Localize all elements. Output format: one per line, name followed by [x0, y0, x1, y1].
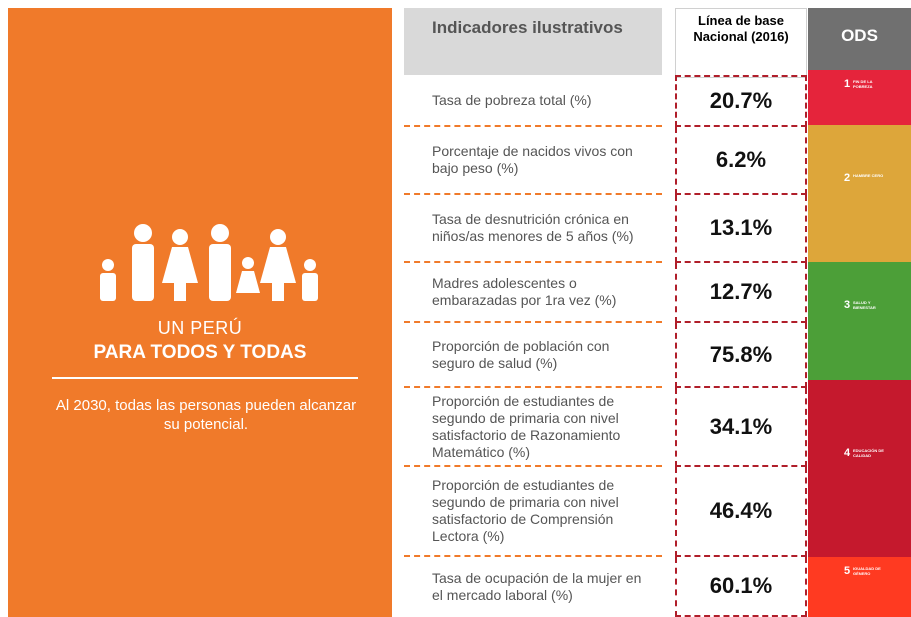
panel-subtitle: Al 2030, todas las personas pueden alcan…	[48, 396, 364, 434]
orange-panel: UN PERÚ PARA TODOS Y TODAS Al 2030, toda…	[8, 8, 392, 617]
baseline-value: 75.8%	[675, 323, 807, 388]
ods-number: 4	[844, 447, 850, 459]
indicator-cell: Porcentaje de nacidos vivos con bajo pes…	[404, 127, 662, 195]
indicator-cell: Tasa de pobreza total (%)	[404, 75, 662, 127]
baseline-value: 46.4%	[675, 467, 807, 557]
baseline-value: 13.1%	[675, 195, 807, 263]
baseline-value: 6.2%	[675, 127, 807, 195]
indicator-cell: Proporción de estudiantes de segundo de …	[404, 467, 662, 557]
ods-number: 5	[844, 565, 850, 577]
ods-label: FIN DE LA POBREZA	[853, 79, 885, 89]
ods-number: 2	[844, 172, 850, 184]
indicator-cell: Proporción de estudiantes de segundo de …	[404, 388, 662, 467]
indicator-cell: Tasa de ocupación de la mujer en el merc…	[404, 557, 662, 617]
indicator-cell: Proporción de población con seguro de sa…	[404, 323, 662, 388]
header-ods: ODS	[808, 8, 911, 70]
header-baseline: Línea de base Nacional (2016)	[675, 8, 807, 78]
baseline-value: 34.1%	[675, 388, 807, 467]
ods-number: 3	[844, 299, 850, 311]
ods-label: HAMBRE CERO	[853, 173, 885, 178]
baseline-value: 20.7%	[675, 75, 807, 127]
baseline-value: 60.1%	[675, 557, 807, 617]
ods-label: SALUD Y BIENESTAR	[853, 300, 885, 310]
ods-number: 1	[844, 78, 850, 90]
panel-title-small: UN PERÚ	[8, 318, 392, 339]
ods-label: IGUALDAD DE GÉNERO	[853, 566, 885, 576]
header-indicators: Indicadores ilustrativos	[404, 8, 662, 75]
baseline-value: 12.7%	[675, 263, 807, 323]
divider	[52, 377, 358, 379]
ods-label: EDUCACIÓN DE CALIDAD	[853, 448, 885, 458]
family-icon	[88, 213, 318, 303]
indicator-cell: Madres adolescentes o embarazadas por 1r…	[404, 263, 662, 323]
panel-title: PARA TODOS Y TODAS	[8, 342, 392, 364]
page: {"left_panel": {"title_small": "UN PERÚ"…	[0, 0, 911, 617]
indicator-cell: Tasa de desnutrición crónica en niños/as…	[404, 195, 662, 263]
